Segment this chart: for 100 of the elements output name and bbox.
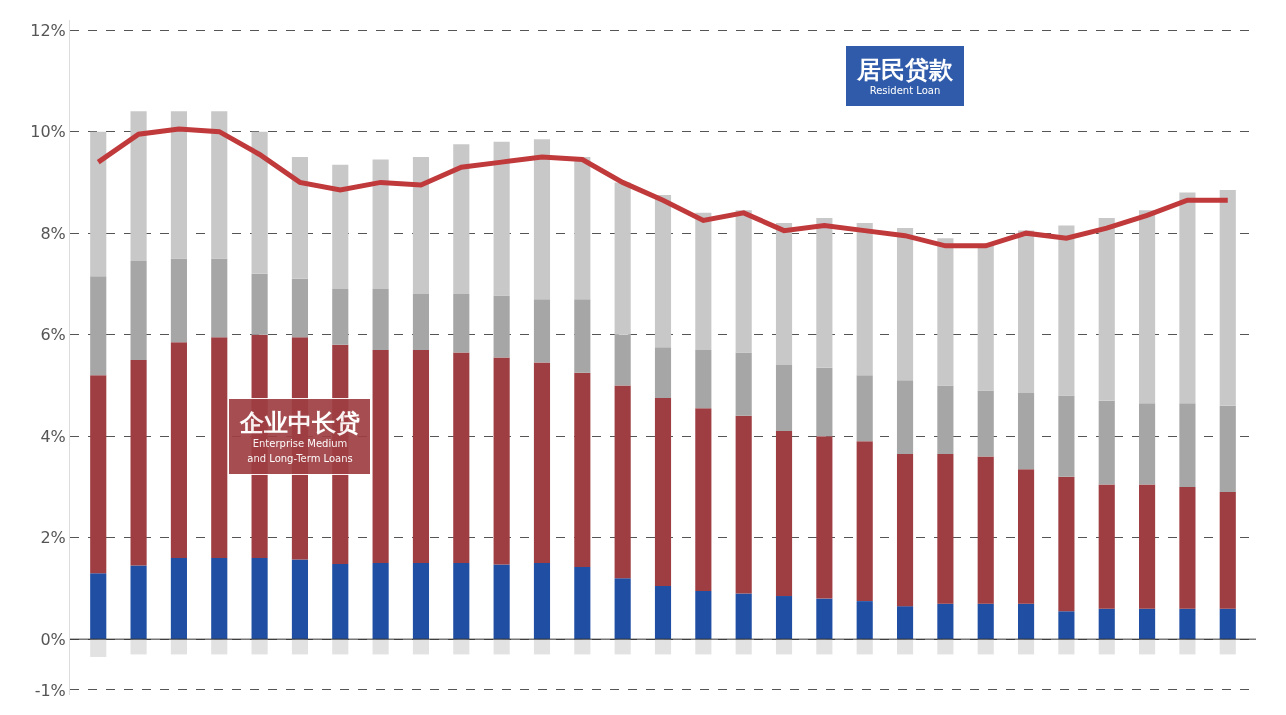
bar [453,144,470,295]
y-tick-label: 8% [40,223,66,243]
bar [533,299,551,363]
bar [251,273,268,335]
bar [735,415,752,594]
bar [775,365,793,432]
bar [937,238,954,386]
bar [1017,393,1035,470]
bar [896,228,914,381]
bar [1139,639,1156,655]
bar [493,141,510,296]
bar [1219,639,1236,655]
bar [937,385,954,454]
bar [695,408,712,591]
bar [1179,192,1196,404]
bar [493,564,510,640]
bar [1098,639,1115,655]
bar [372,288,389,350]
bar [1017,469,1035,604]
bar [654,585,672,640]
bar [170,639,187,655]
bar [90,639,107,657]
bar [211,557,228,640]
bar [412,639,430,655]
bar [695,639,712,655]
bar [856,223,873,376]
bar [90,375,107,574]
bar [90,131,107,277]
bar [856,601,873,640]
bar [1179,639,1196,655]
bar [1017,639,1035,655]
bar [1058,395,1075,477]
bar [1098,400,1115,485]
bar [1219,190,1236,406]
bar [130,639,147,655]
bar [533,362,551,564]
bar [574,372,591,568]
bar [1139,484,1156,609]
bar [1139,403,1156,485]
y-tick-label: 4% [40,426,66,446]
bar [775,639,793,655]
bar [251,131,268,274]
bar [614,578,631,640]
bar [896,639,914,655]
bar [896,380,914,454]
bar [170,557,187,640]
bar [654,398,672,586]
bar [1098,217,1115,401]
bar [695,590,712,640]
bar [493,295,510,358]
bar [291,639,309,655]
bar [775,223,793,366]
bar [574,639,591,655]
bar [1139,608,1156,640]
bar [574,299,591,373]
bar [896,606,914,640]
bar [695,349,712,409]
bar [977,603,994,640]
series-label: 企业中长贷 Enterprise Medium and Long-Term Loans [239,409,360,465]
bar [1058,611,1075,640]
bar [614,639,631,655]
bar [1058,225,1075,396]
bar [412,157,430,295]
bar [291,559,309,640]
bar [130,360,147,566]
bar [896,453,914,607]
y-tick-label: 2% [40,528,66,548]
bar [1098,484,1115,609]
bar [816,217,833,368]
bar [251,639,268,655]
bar [533,139,551,300]
bar [1219,608,1236,640]
bar [453,639,470,655]
bar [130,565,147,640]
bar [735,593,752,640]
bar [816,436,833,599]
bar [695,212,712,350]
bar [453,352,470,564]
bar [816,639,833,655]
bar [453,294,470,353]
bar [735,639,752,655]
bar [977,245,994,391]
bar [654,195,672,348]
y-tick-label: 6% [40,325,66,345]
bar [1179,486,1196,609]
bar [332,288,349,345]
bar [937,639,954,655]
bar [816,598,833,640]
bar [372,159,389,289]
bar [332,564,349,640]
bar [1219,405,1236,492]
bar [1179,403,1196,487]
bar [130,261,147,361]
bar [493,639,510,655]
bar [251,557,268,640]
bar [1058,639,1075,655]
bar [775,431,793,597]
bar [1139,210,1156,404]
y-tick-label: 10% [30,122,66,142]
bar [291,157,309,279]
